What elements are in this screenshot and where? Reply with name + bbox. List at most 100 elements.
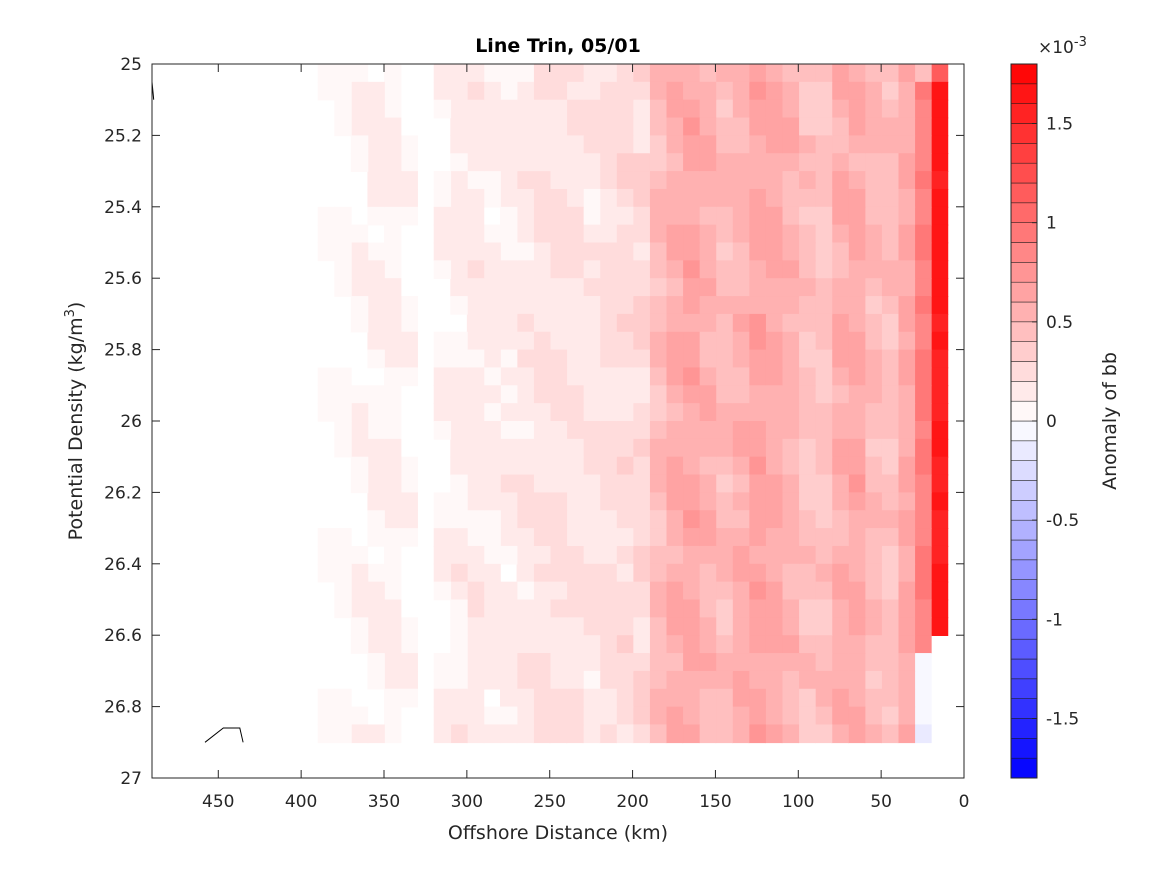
contour-cell — [831, 403, 849, 422]
contour-cell — [334, 385, 352, 404]
contour-cell — [549, 260, 568, 279]
contour-cell — [665, 64, 684, 83]
contour-cell — [632, 206, 650, 226]
contour-cell — [814, 385, 833, 404]
contour-cell — [864, 510, 882, 529]
contour-cell — [317, 706, 336, 726]
contour-cell — [450, 331, 468, 351]
contour-cell — [930, 153, 949, 172]
contour-cell — [748, 81, 766, 101]
contour-cell — [848, 617, 866, 636]
contour-cell — [483, 242, 501, 262]
contour-cell — [400, 153, 418, 172]
contour-cell — [682, 81, 700, 101]
contour-cell — [765, 581, 783, 601]
y-axis-label-end: ) — [65, 302, 87, 309]
contour-cell — [384, 278, 402, 297]
y-tick-label: 25 — [120, 55, 142, 75]
contour-cell — [814, 99, 833, 119]
contour-cell — [616, 296, 634, 315]
contour-cell — [566, 545, 584, 565]
contour-cell — [533, 117, 551, 137]
contour-cell — [781, 617, 800, 636]
contour-cell — [649, 706, 667, 726]
contour-cell — [881, 135, 899, 155]
contour-cell — [748, 545, 766, 565]
contour-cell — [500, 456, 518, 476]
contour-cell — [682, 599, 700, 619]
contour-cell — [864, 99, 882, 119]
contour-cell — [500, 278, 518, 297]
contour-cell — [649, 153, 667, 172]
contour-cell — [897, 296, 916, 315]
contour-cell — [881, 706, 899, 726]
contour-cell — [781, 653, 800, 672]
contour-cell — [831, 385, 849, 404]
contour-cell — [881, 403, 899, 422]
contour-cell — [914, 528, 932, 547]
contour-cell — [897, 171, 916, 190]
contour-cell — [599, 81, 617, 101]
contour-cell — [914, 331, 932, 351]
contour-cell — [384, 188, 402, 208]
colorbar-level — [1010, 658, 1038, 680]
contour-cell — [450, 367, 468, 387]
contour-cell — [732, 81, 750, 101]
contour-cell — [549, 367, 568, 387]
contour-cell — [516, 349, 534, 369]
contour-cell — [864, 367, 882, 387]
contour-cell — [599, 653, 617, 672]
contour-cell — [616, 421, 634, 440]
contour-cell — [914, 153, 932, 172]
contour-cell — [881, 688, 899, 708]
contour-cell — [632, 171, 650, 190]
contour-cell — [848, 224, 866, 244]
contour-cell — [831, 653, 849, 672]
contour-cell — [715, 278, 733, 297]
contour-cell — [732, 331, 750, 351]
contour-cell — [665, 349, 684, 369]
contour-cell — [831, 688, 849, 708]
contour-cell — [814, 474, 833, 494]
contour-cell — [881, 581, 899, 601]
contour-cell — [400, 206, 418, 226]
contour-cell — [781, 313, 800, 333]
contour-cell — [897, 635, 916, 654]
contour-cell — [848, 331, 866, 351]
contour-cell — [566, 313, 584, 333]
contour-cell — [599, 171, 617, 190]
contour-cell — [367, 581, 385, 601]
contour-cell — [864, 421, 882, 440]
contour-cell — [848, 81, 866, 101]
contour-cell — [649, 474, 667, 494]
contour-cell — [616, 688, 634, 708]
contour-lines — [152, 64, 244, 743]
contour-cell — [682, 206, 700, 226]
contour-cell — [881, 421, 899, 440]
contour-cell — [450, 224, 468, 244]
contour-cell — [450, 706, 468, 726]
contour-cell — [881, 64, 899, 83]
contour-cell — [599, 563, 617, 583]
contour-cell — [450, 617, 468, 636]
contour-cell — [682, 653, 700, 672]
colorbar-exponent-power: -3 — [1074, 35, 1087, 50]
contour-cell — [632, 260, 650, 279]
contour-cell — [500, 438, 518, 458]
contour-cell — [732, 260, 750, 279]
contour-cell — [483, 64, 501, 83]
contour-cell — [814, 599, 833, 619]
contour-cell — [715, 670, 733, 690]
contour-cell — [765, 706, 783, 726]
contour-cell — [831, 438, 849, 458]
contour-cell — [483, 581, 501, 601]
contour-cell — [864, 617, 882, 636]
contour-cell — [897, 599, 916, 619]
contour-cell — [798, 260, 816, 279]
colorbar-level — [1010, 698, 1038, 719]
contour-cell — [930, 242, 949, 262]
colorbar-level — [1010, 559, 1038, 580]
contour-cell — [483, 474, 501, 494]
contour-cell — [897, 438, 916, 458]
y-axis-label-main: Potential Density (kg/m — [65, 317, 87, 540]
